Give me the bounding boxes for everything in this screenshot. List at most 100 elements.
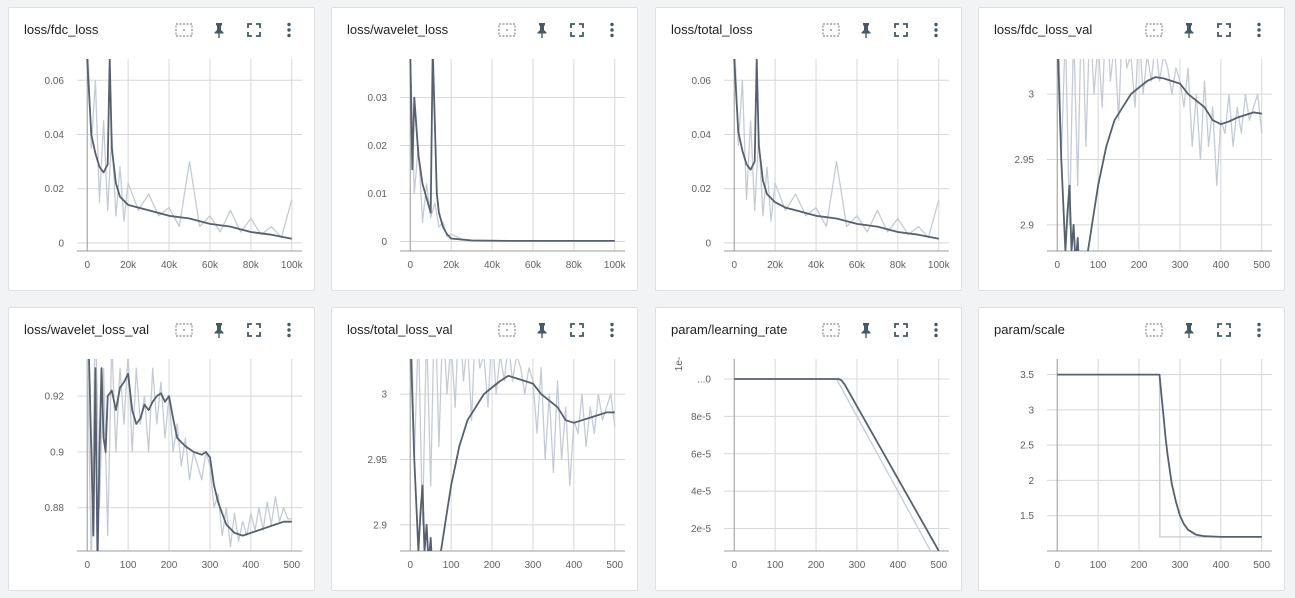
line-chart[interactable]: 0 100 200 300 400 500 1.5 2 2.5 3 3.5 xyxy=(979,344,1286,584)
more-vertical-icon[interactable] xyxy=(602,20,622,40)
line-chart[interactable]: 0 100 200 300 400 500 2e-5 4e-5 6e-5 8e-5 ...0 1e- xyxy=(656,344,963,584)
line-chart[interactable]: 0 100 200 300 400 500 0.88 0.9 0.92 xyxy=(9,344,316,584)
more-vertical-icon[interactable] xyxy=(602,320,622,340)
y-tick-label: 0.06 xyxy=(45,76,65,87)
pin-icon[interactable] xyxy=(856,320,876,340)
pin-icon[interactable] xyxy=(532,20,552,40)
x-tick-label: 100 xyxy=(1090,560,1107,571)
chart-title: param/scale xyxy=(994,322,1065,337)
x-tick-label: 60k xyxy=(525,260,542,271)
line-chart[interactable]: 0 20k 40k 60k 80k 100k 0 0.02 0.04 0.06 xyxy=(9,44,316,284)
line-chart[interactable]: 0 20k 40k 60k 80k 100k 0 0.02 0.04 0.06 xyxy=(656,44,963,284)
chart-title: loss/wavelet_loss xyxy=(347,22,449,37)
pin-icon[interactable] xyxy=(209,20,229,40)
fullscreen-icon[interactable] xyxy=(244,320,264,340)
x-tick-label: 200 xyxy=(808,560,825,571)
y-tick-label: 3 xyxy=(1028,405,1034,416)
x-tick-label: 100 xyxy=(443,560,460,571)
more-vertical-icon[interactable] xyxy=(279,320,299,340)
y-tick-label: 0 xyxy=(58,238,64,249)
x-tick-label: 80k xyxy=(890,260,907,271)
x-tick-label: 40k xyxy=(161,260,178,271)
pin-icon[interactable] xyxy=(1179,320,1199,340)
chart-card: param/scale 0 100 200 300 400 500 1.5 2 2.5 3 3.5 xyxy=(978,307,1285,591)
x-tick-label: 100k xyxy=(928,260,951,271)
pin-icon[interactable] xyxy=(209,320,229,340)
fullscreen-icon[interactable] xyxy=(1214,20,1234,40)
y-tick-label: ...0 xyxy=(697,374,711,385)
line-chart[interactable]: 0 100 200 300 400 500 2.9 2.95 3 xyxy=(332,344,639,584)
x-tick-label: 0 xyxy=(407,560,413,571)
raw-series-line xyxy=(734,378,932,551)
pin-icon[interactable] xyxy=(1179,20,1199,40)
x-tick-label: 400 xyxy=(890,560,907,571)
fit-domain-icon[interactable] xyxy=(1144,320,1164,340)
y-tick-label: 0.02 xyxy=(45,184,65,195)
more-vertical-icon[interactable] xyxy=(926,20,946,40)
x-tick-label: 0 xyxy=(407,260,413,271)
x-tick-label: 200 xyxy=(484,560,501,571)
x-tick-label: 100 xyxy=(1090,260,1107,271)
y-tick-label: 0.02 xyxy=(368,141,388,152)
y-tick-label: 1.5 xyxy=(1020,511,1034,522)
chart-card: loss/wavelet_loss 0 20k 40k 60k 80k 100k 0 0.01 0… xyxy=(331,7,638,291)
y-tick-label: 2.9 xyxy=(373,520,387,531)
x-tick-label: 0 xyxy=(731,260,737,271)
fullscreen-icon[interactable] xyxy=(244,20,264,40)
y-tick-label: 4e-5 xyxy=(691,487,711,498)
fit-domain-icon[interactable] xyxy=(497,320,517,340)
y-tick-label: 3 xyxy=(381,390,387,401)
fullscreen-icon[interactable] xyxy=(567,320,587,340)
y-tick-label: 0.02 xyxy=(692,184,712,195)
smoothed-series-line xyxy=(409,59,615,242)
x-tick-label: 20k xyxy=(767,260,784,271)
fullscreen-icon[interactable] xyxy=(891,20,911,40)
x-tick-label: 0 xyxy=(84,260,90,271)
y-tick-label: 0 xyxy=(381,237,387,248)
fit-domain-icon[interactable] xyxy=(174,320,194,340)
x-tick-label: 80k xyxy=(243,260,260,271)
pin-icon[interactable] xyxy=(532,320,552,340)
y-tick-label: 0.04 xyxy=(692,130,712,141)
x-tick-label: 500 xyxy=(606,560,623,571)
raw-series-line xyxy=(411,359,616,526)
line-chart[interactable]: 0 100 200 300 400 500 2.9 2.95 3 xyxy=(979,44,1286,284)
more-vertical-icon[interactable] xyxy=(279,20,299,40)
chart-card: param/learning_rate 0 100 200 300 400 500 2e-5 4… xyxy=(655,307,962,591)
more-vertical-icon[interactable] xyxy=(926,320,946,340)
fullscreen-icon[interactable] xyxy=(567,20,587,40)
fit-domain-icon[interactable] xyxy=(497,20,517,40)
pin-icon[interactable] xyxy=(856,20,876,40)
chart-card: loss/fdc_loss_val 0 100 200 300 400 500 2.9 2.95… xyxy=(978,7,1285,291)
fullscreen-icon[interactable] xyxy=(1214,320,1234,340)
smoothed-series-line xyxy=(88,359,292,551)
more-vertical-icon[interactable] xyxy=(1249,20,1269,40)
chart-title: loss/total_loss xyxy=(671,22,753,37)
fit-domain-icon[interactable] xyxy=(821,20,841,40)
x-tick-label: 60k xyxy=(202,260,219,271)
fit-domain-icon[interactable] xyxy=(174,20,194,40)
chart-card: loss/total_loss 0 20k 40k 60k 80k 100k 0 0.02 0.0… xyxy=(655,7,962,291)
y-tick-label: 0.01 xyxy=(368,189,388,200)
x-tick-label: 100 xyxy=(120,560,137,571)
line-chart[interactable]: 0 20k 40k 60k 80k 100k 0 0.01 0.02 0.03 xyxy=(332,44,639,284)
chart-card: loss/total_loss_val 0 100 200 300 400 500 2.9 2.… xyxy=(331,307,638,591)
y-tick-label: 0.9 xyxy=(50,447,64,458)
more-vertical-icon[interactable] xyxy=(1249,320,1269,340)
x-tick-label: 300 xyxy=(1172,560,1189,571)
fit-domain-icon[interactable] xyxy=(821,320,841,340)
fullscreen-icon[interactable] xyxy=(891,320,911,340)
y-tick-label: 0.92 xyxy=(45,392,65,403)
chart-title: loss/fdc_loss_val xyxy=(994,22,1093,37)
x-tick-label: 0 xyxy=(1054,260,1060,271)
y-tick-label: 2.9 xyxy=(1020,220,1034,231)
x-tick-label: 40k xyxy=(484,260,501,271)
y-tick-label: 2e-5 xyxy=(691,524,711,535)
x-tick-label: 200 xyxy=(1131,260,1148,271)
fit-domain-icon[interactable] xyxy=(1144,20,1164,40)
x-tick-label: 100 xyxy=(767,560,784,571)
smoothed-series-line xyxy=(734,378,940,551)
x-tick-label: 100k xyxy=(604,260,627,271)
y-tick-label: 0.04 xyxy=(45,130,65,141)
x-tick-label: 80k xyxy=(566,260,583,271)
